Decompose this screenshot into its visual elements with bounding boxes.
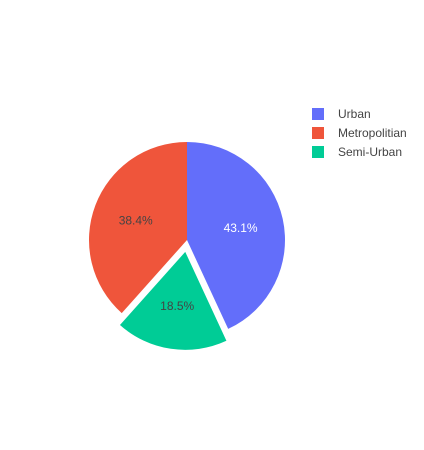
legend-item-urban[interactable]: Urban	[312, 104, 407, 123]
legend-label-metropolitian: Metropolitian	[338, 125, 407, 140]
legend: Urban Metropolitian Semi-Urban	[312, 104, 407, 161]
legend-item-metropolitian[interactable]: Metropolitian	[312, 123, 407, 142]
pie-slice-semi-urban[interactable]	[119, 251, 227, 350]
legend-label-semi-urban: Semi-Urban	[338, 144, 403, 159]
slice-label-urban: 43.1%	[224, 221, 258, 235]
legend-label-urban: Urban	[338, 106, 371, 121]
legend-swatch-semi-urban	[312, 145, 324, 158]
legend-item-semi-urban[interactable]: Semi-Urban	[312, 142, 407, 161]
legend-swatch-urban	[312, 107, 324, 120]
pie-slice-urban[interactable]	[187, 142, 285, 329]
slice-label-semi-urban: 18.5%	[160, 299, 194, 313]
slice-label-metropolitian: 38.4%	[119, 213, 153, 227]
pie-slice-metropolitian[interactable]	[89, 142, 187, 314]
legend-swatch-metropolitian	[312, 126, 324, 139]
